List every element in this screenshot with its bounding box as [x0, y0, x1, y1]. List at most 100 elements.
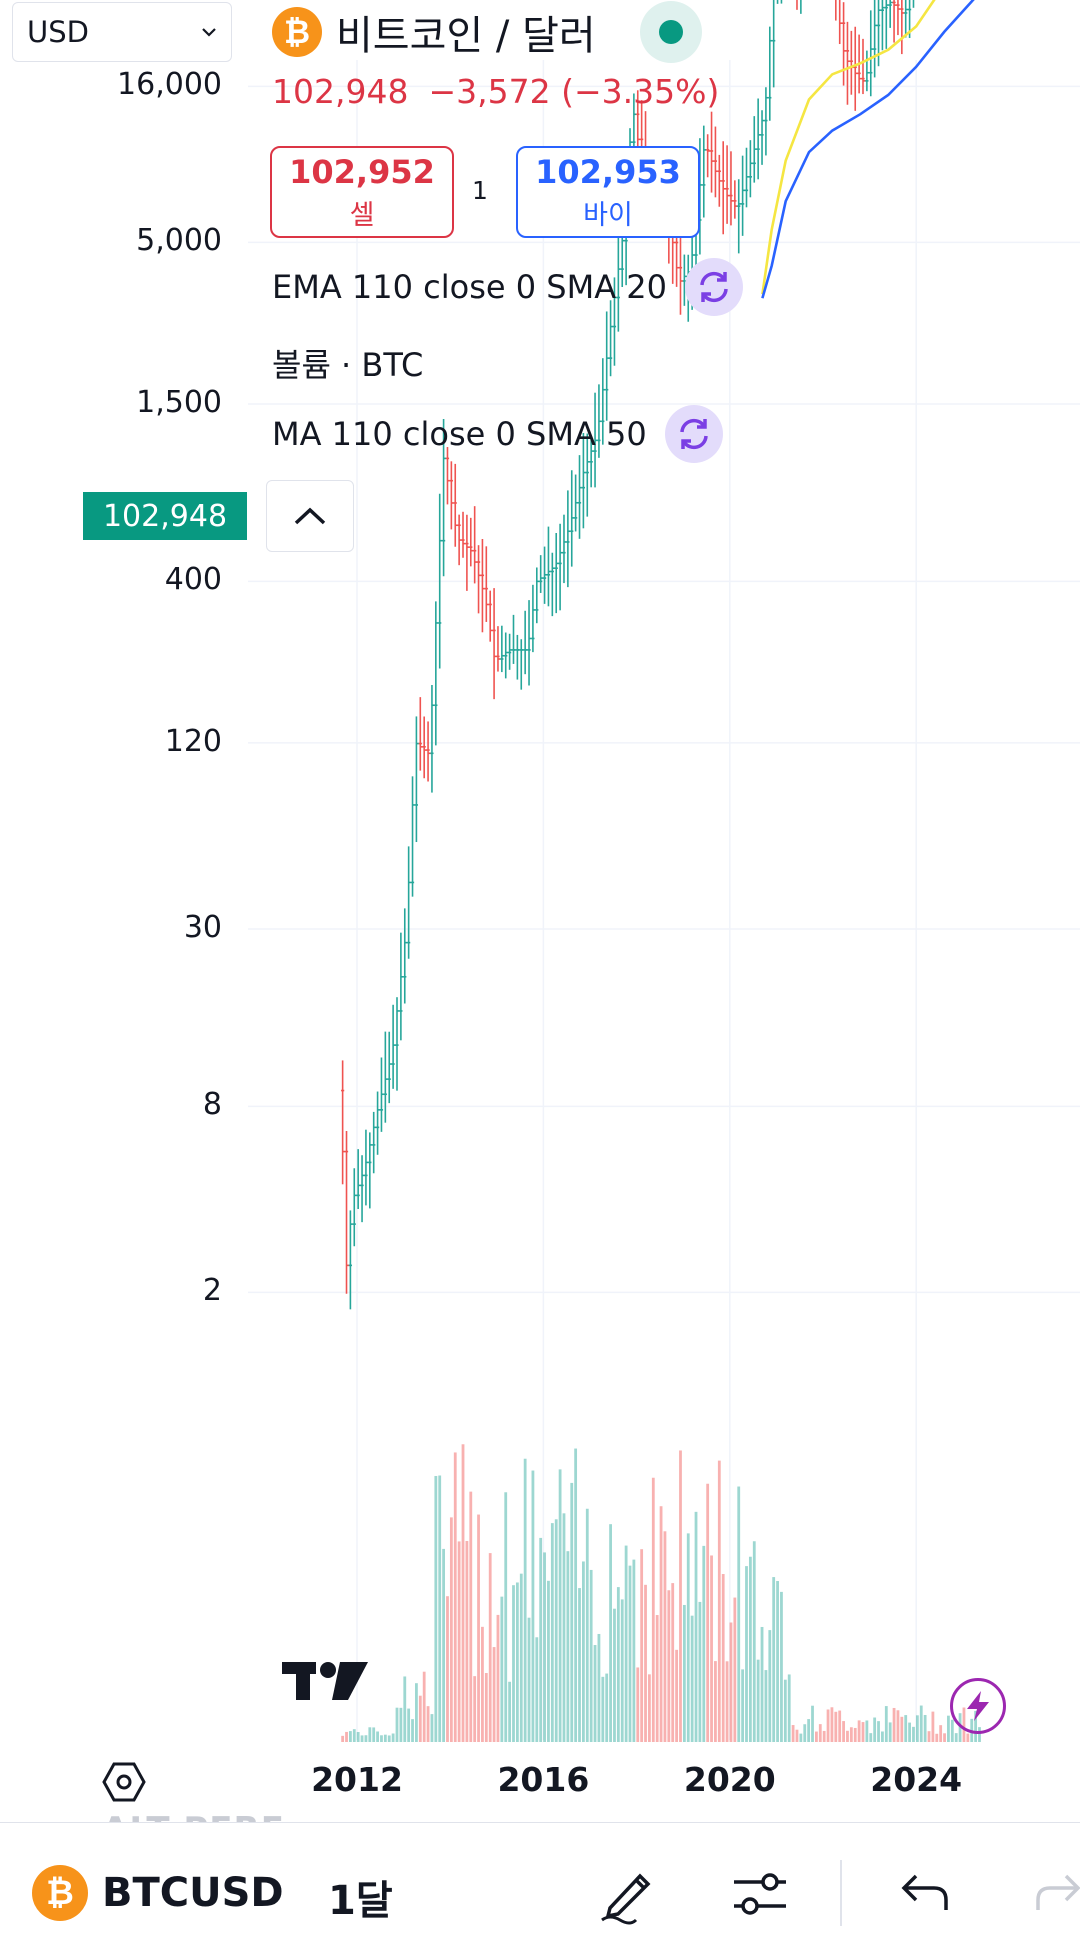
volume-bar	[628, 1565, 632, 1742]
volume-bar	[690, 1615, 694, 1742]
volume-bar	[954, 1733, 958, 1742]
x-tick-label: 2024	[870, 1760, 963, 1799]
spread-value: 1	[472, 176, 488, 205]
symbol-title: 비트코인 / 달러	[336, 13, 596, 59]
volume-bar	[896, 1710, 900, 1742]
volume-bar	[632, 1559, 636, 1742]
volume-bar	[686, 1533, 690, 1742]
volume-bar	[776, 1581, 779, 1742]
volume-bar	[523, 1458, 527, 1742]
volume-bar	[795, 1729, 799, 1742]
volume-bar	[504, 1492, 508, 1742]
volume-bar	[352, 1729, 356, 1742]
volume-bar	[706, 1483, 710, 1742]
volume-bar	[449, 1517, 453, 1742]
volume-bar	[515, 1582, 519, 1742]
undo-icon[interactable]	[890, 1862, 954, 1926]
price-line: 102,948 −3,572 (−3.35%)	[272, 72, 719, 111]
volume-bar	[380, 1735, 383, 1742]
volume-bar	[846, 1730, 849, 1742]
indicator-ma[interactable]: MA 110 close 0 SMA 50	[272, 405, 723, 463]
volume-bar	[830, 1707, 834, 1742]
volume-bar	[682, 1604, 686, 1742]
symbol-header[interactable]: ₿ 비트코인 / 달러	[272, 1, 702, 63]
redo-icon[interactable]	[1030, 1862, 1080, 1926]
volume-bar	[477, 1514, 480, 1742]
volume-bar	[547, 1580, 550, 1742]
volume-bar	[799, 1733, 803, 1742]
volume-bar	[811, 1705, 814, 1742]
volume-bar	[947, 1715, 950, 1742]
volume-bar	[453, 1452, 457, 1742]
indicator-settings-icon[interactable]	[728, 1862, 792, 1926]
volume-bar	[446, 1596, 449, 1742]
bitcoin-logo-icon: ₿	[32, 1865, 88, 1921]
currency-select[interactable]: USD	[12, 2, 232, 62]
settings-hexagon-icon[interactable]	[100, 1758, 148, 1806]
bottom-symbol-button[interactable]: ₿ BTCUSD	[32, 1865, 284, 1921]
volume-bar	[434, 1475, 438, 1742]
volume-bar	[892, 1707, 896, 1742]
volume-bar	[465, 1541, 469, 1742]
volume-bar	[915, 1715, 919, 1742]
buy-label: 바이	[583, 199, 633, 231]
volume-bar	[399, 1707, 403, 1742]
volume-bar	[698, 1601, 702, 1742]
volume-bar	[745, 1566, 748, 1742]
volume-bar	[488, 1553, 492, 1742]
volume-bar	[756, 1659, 760, 1742]
bitcoin-logo-icon: ₿	[272, 7, 322, 57]
indicator-label: 볼륨 · BTC	[272, 346, 424, 384]
buy-button[interactable]: 102,953 바이	[516, 146, 700, 238]
volume-bar	[760, 1626, 764, 1742]
refresh-icon[interactable]	[664, 405, 723, 463]
last-price: 102,948	[272, 72, 409, 111]
volume-bar	[469, 1491, 473, 1742]
volume-bar	[927, 1731, 931, 1742]
symbol-ticker: BTCUSD	[102, 1870, 284, 1916]
y-tick-label: 16,000	[117, 67, 222, 103]
volume-bar	[978, 1727, 981, 1742]
volume-bar	[869, 1733, 873, 1742]
volume-bar	[780, 1591, 783, 1742]
sell-button[interactable]: 102,952 셀	[270, 146, 454, 238]
volume-bar	[422, 1671, 426, 1742]
ema-line	[761, 0, 936, 295]
volume-bar	[733, 1597, 737, 1742]
volume-bar	[550, 1523, 554, 1742]
refresh-icon[interactable]	[684, 258, 743, 316]
volume-bar	[881, 1731, 884, 1742]
ma-line	[761, 0, 975, 299]
collapse-legend-button[interactable]	[266, 480, 354, 552]
market-status-indicator[interactable]	[639, 1, 702, 63]
volume-bar	[787, 1674, 791, 1742]
volume-bar	[842, 1721, 845, 1742]
volume-bar	[908, 1722, 911, 1742]
volume-bar	[512, 1585, 515, 1742]
volume-bar	[838, 1710, 842, 1742]
volume-bar	[601, 1676, 605, 1742]
tradingview-logo	[282, 1658, 368, 1706]
x-tick-label: 2012	[311, 1760, 403, 1799]
indicator-ema[interactable]: EMA 110 close 0 SMA 20	[272, 258, 743, 316]
volume-bar	[438, 1475, 442, 1742]
flash-icon[interactable]	[950, 1678, 1006, 1734]
volume-bar	[562, 1513, 566, 1742]
volume-bar	[527, 1617, 531, 1742]
volume-bar	[659, 1506, 663, 1742]
volume-bar	[372, 1727, 376, 1742]
draw-pencil-icon[interactable]	[596, 1862, 660, 1926]
volume-bar	[535, 1637, 539, 1742]
interval-button[interactable]: 1달	[328, 1878, 393, 1924]
volume-bar	[717, 1460, 721, 1742]
volume-bar	[348, 1731, 352, 1742]
volume-bar	[578, 1588, 581, 1742]
volume-bar	[508, 1681, 512, 1742]
volume-bar	[519, 1573, 523, 1742]
volume-bar	[624, 1545, 628, 1742]
volume-bar	[481, 1626, 484, 1742]
indicator-volume[interactable]: 볼륨 · BTC	[272, 340, 423, 386]
buy-price: 102,953	[535, 152, 681, 191]
volume-bar	[849, 1727, 853, 1742]
